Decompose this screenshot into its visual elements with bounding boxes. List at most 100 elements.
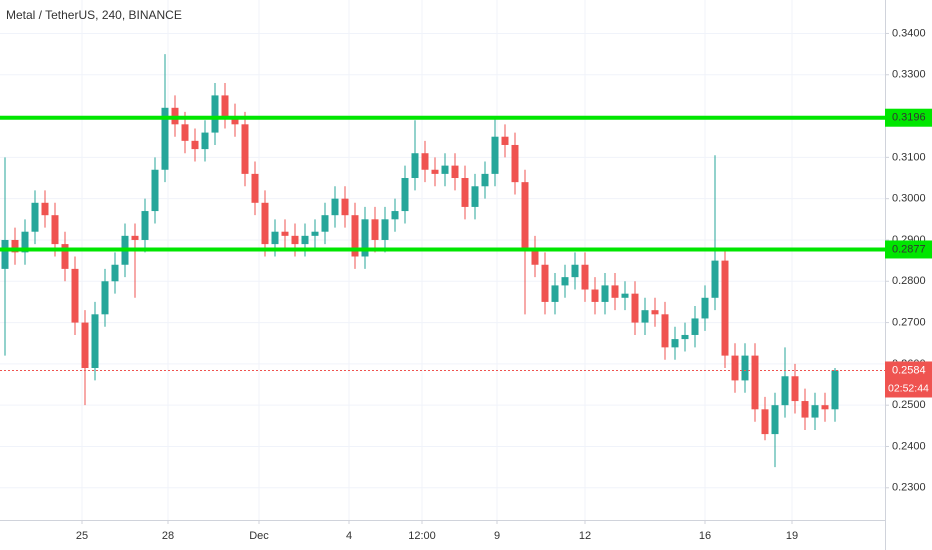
last-price-label: 0.2584 <box>892 364 926 376</box>
candle-body <box>791 376 799 402</box>
candle-body <box>231 116 239 125</box>
candle-body <box>321 215 329 232</box>
candle-body <box>111 264 119 282</box>
axes: 0.23000.24000.25000.26000.27000.28000.29… <box>76 27 932 542</box>
level-label-box <box>885 108 932 127</box>
chart-title: Metal / TetherUS, 240, BINANCE <box>6 8 182 22</box>
x-tick-label: 12:00 <box>408 530 436 542</box>
candle-body <box>531 248 539 265</box>
candle-body <box>641 310 649 323</box>
candle-body <box>501 136 509 145</box>
candle-body <box>41 202 49 216</box>
x-tick-label: Dec <box>249 530 269 542</box>
candle-body <box>761 409 769 435</box>
x-tick-label: 19 <box>786 530 798 542</box>
candle-body <box>131 235 139 240</box>
candle-body <box>441 165 449 174</box>
candle-body <box>631 293 639 323</box>
candle-body <box>61 244 69 269</box>
candle-body <box>161 107 169 170</box>
candle-body <box>751 355 759 410</box>
candle-body <box>311 231 319 236</box>
y-tick-label: 0.2700 <box>892 316 926 328</box>
candle-body <box>81 322 89 369</box>
candle-body <box>391 211 399 220</box>
candle-body <box>31 202 39 232</box>
candle-body <box>411 153 419 179</box>
y-tick-label: 0.2800 <box>892 275 926 287</box>
candle-body <box>821 405 829 410</box>
candle-body <box>721 260 729 356</box>
y-tick-label: 0.2400 <box>892 440 926 452</box>
x-tick-label: 16 <box>699 530 711 542</box>
last-price-box <box>885 361 932 398</box>
candle-body <box>201 132 209 150</box>
y-tick-label: 0.3100 <box>892 151 926 163</box>
candle-body <box>11 239 19 253</box>
candle-body <box>381 219 389 240</box>
candle-body <box>1 239 9 269</box>
candle-body <box>271 231 279 245</box>
candle-body <box>681 334 689 340</box>
candle-body <box>371 219 379 240</box>
candle-body <box>601 285 609 302</box>
y-tick-label: 0.2500 <box>892 399 926 411</box>
candle-body <box>691 318 699 335</box>
candle-body <box>451 165 459 179</box>
candle-body <box>701 297 709 319</box>
candle-body <box>301 235 309 245</box>
candle-body <box>561 277 569 286</box>
countdown-label: 02:52:44 <box>888 382 929 394</box>
candle-body <box>611 285 619 298</box>
candle-body <box>481 173 489 187</box>
y-tick-label: 0.3300 <box>892 69 926 81</box>
candle-body <box>541 264 549 302</box>
candle-body <box>351 215 359 257</box>
candle-body <box>581 264 589 290</box>
candle-body <box>621 293 629 298</box>
candle-body <box>241 124 249 174</box>
candle-body <box>261 202 269 245</box>
candle-body <box>521 182 529 249</box>
candle-body <box>401 178 409 212</box>
candle-body <box>711 260 719 298</box>
candle-body <box>831 370 839 410</box>
y-tick-label: 0.3400 <box>892 27 926 39</box>
candle-body <box>671 339 679 348</box>
candle-body <box>101 281 109 315</box>
candle-body <box>591 289 599 302</box>
candle-body <box>211 95 219 133</box>
candle-body <box>661 314 669 348</box>
level-label-box <box>885 240 932 259</box>
candle-body <box>511 144 519 183</box>
y-tick-label: 0.3000 <box>892 193 926 205</box>
candle-body <box>571 264 579 278</box>
candle-body <box>771 405 779 435</box>
x-tick-label: 4 <box>346 530 352 542</box>
candle-body <box>341 198 349 216</box>
candle-body <box>361 219 369 257</box>
candle-body <box>141 211 149 240</box>
x-tick-label: 28 <box>162 530 174 542</box>
candle-body <box>51 215 59 245</box>
candle-body <box>181 124 189 141</box>
candle-body <box>471 186 479 207</box>
candle-body <box>221 95 229 117</box>
x-tick-label: 9 <box>494 530 500 542</box>
x-tick-label: 25 <box>76 530 88 542</box>
candle-body <box>551 285 559 302</box>
candle-body <box>251 173 259 203</box>
candle-body <box>651 310 659 315</box>
level-label: 0.3196 <box>892 112 926 124</box>
candle-body <box>461 178 469 207</box>
candle-body <box>431 169 439 174</box>
candle-body <box>781 376 789 406</box>
candle-body <box>731 355 739 381</box>
candle-body <box>281 231 289 236</box>
candle-body <box>21 231 29 253</box>
candle-body <box>741 355 749 381</box>
x-tick-label: 12 <box>579 530 591 542</box>
